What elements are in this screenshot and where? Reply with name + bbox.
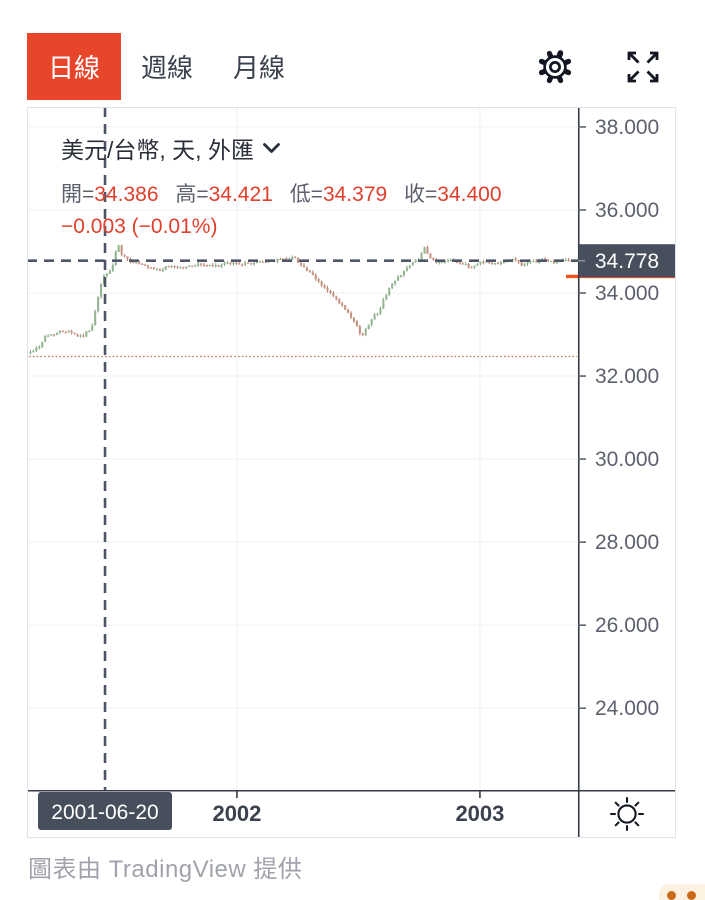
tab-monthly[interactable]: 月線 [213,33,305,100]
price-tick-label: 30.000 [595,448,659,471]
price-tick-label: 34.000 [595,282,659,305]
price-tick-label: 24.000 [595,697,659,720]
theme-toggle-button[interactable] [602,794,652,834]
time-tick-label: 2002 [212,801,261,826]
gear-icon [538,49,572,83]
symbol-title[interactable]: 美元/台幣, 天, 外匯 [61,131,513,165]
price-scale[interactable] [578,107,676,790]
crosshair-date-badge [38,792,173,830]
chart-plot-area[interactable] [27,107,578,790]
mascot-eye-icon [687,891,696,900]
time-scale-labels: 2002 2003 [212,790,504,826]
interval-tabbar: 日線 週線 月線 [27,33,676,100]
tab-weekly[interactable]: 週線 [121,33,213,100]
mascot-eye-icon [667,891,676,900]
crosshair-price-badge [579,244,676,278]
sun-icon [609,796,645,832]
settings-button[interactable] [532,33,578,100]
candlestick-chart: 38.000 36.000 34.000 32.000 30.000 28.000 26.0… [27,107,676,838]
expand-icon [627,51,659,82]
price-tick-label: 38.000 [595,116,659,139]
mascot-peek[interactable] [659,884,705,900]
price-tick-label: 26.000 [595,614,659,637]
time-scale[interactable] [27,790,578,838]
fullscreen-button[interactable] [620,33,666,100]
tradingview-attribution-link[interactable]: 圖表由 TradingView 提供 [28,849,302,884]
crosshair [27,107,578,790]
price-tick-label: 28.000 [595,531,659,554]
tab-daily[interactable]: 日線 [27,33,122,100]
chart-widget: 38.000 36.000 34.000 32.000 30.000 28.000 26.0… [27,107,676,838]
attribution-text: 圖表由 TradingView 提供 [28,856,303,883]
time-tick-label: 2003 [455,801,504,826]
price-scale-labels: 38.000 36.000 34.000 32.000 30.000 28.000 26.0… [578,116,659,720]
gridlines [27,107,578,790]
price-tick-label: 32.000 [595,365,659,388]
symbol-title-text: 美元/台幣, 天, 外匯 [61,137,254,163]
chevron-down-icon [263,142,280,153]
candles-layer [29,244,576,355]
widget-border [27,107,676,838]
crosshair-price-text: 34.778 [595,250,659,273]
price-tick-label: 36.000 [595,199,659,222]
crosshair-date-text: 2001-06-20 [51,801,158,824]
